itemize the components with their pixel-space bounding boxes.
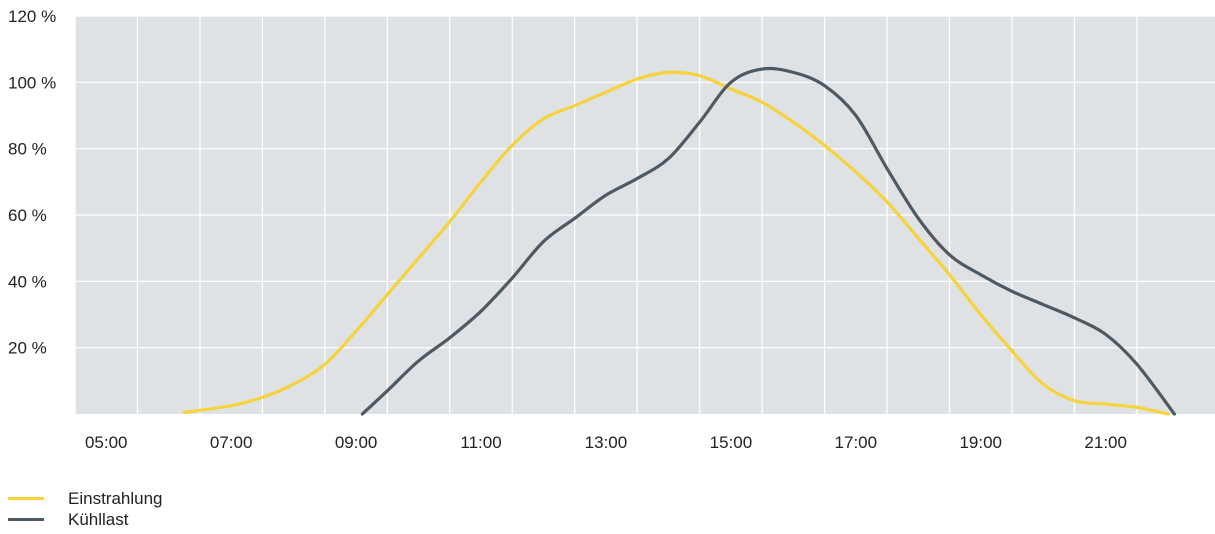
legend: Einstrahlung Kühllast: [8, 488, 163, 530]
grid-lines: [74, 15, 1215, 414]
legend-item-kuehllast: Kühllast: [8, 509, 163, 530]
legend-label-einstrahlung: Einstrahlung: [68, 488, 163, 508]
legend-swatch-einstrahlung: [8, 497, 44, 500]
x-tick-label: 11:00: [460, 433, 501, 452]
x-tick-label: 21:00: [1084, 433, 1127, 452]
series-line-0: [182, 70, 1170, 416]
legend-label-kuehllast: Kühllast: [68, 509, 129, 529]
y-tick-label: 60 %: [8, 206, 47, 225]
x-tick-label: 19:00: [959, 433, 1002, 452]
y-tick-label: 80 %: [8, 140, 47, 159]
x-tick-label: 07:00: [210, 433, 253, 452]
series-line-1: [360, 66, 1176, 416]
y-tick-label: 40 %: [8, 272, 47, 291]
x-tick-label: 13:00: [585, 433, 628, 452]
legend-item-einstrahlung: Einstrahlung: [8, 488, 163, 509]
series-layer: [182, 66, 1176, 416]
x-tick-label: 05:00: [85, 433, 128, 452]
y-axis-ticks: 20 % 40 % 60 % 80 % 100 % 120 %: [8, 7, 56, 358]
y-tick-label: 100 %: [8, 73, 56, 92]
x-tick-label: 15:00: [710, 433, 753, 452]
x-tick-label: 09:00: [335, 433, 378, 452]
legend-swatch-kuehllast: [8, 518, 44, 521]
y-tick-label: 20 %: [8, 339, 47, 358]
x-axis-ticks: 05:00 07:00 09:00 11:00 13:00 15:00 17:00 19:00…: [85, 433, 1127, 452]
y-tick-label: 120 %: [8, 7, 56, 26]
x-tick-label: 17:00: [835, 433, 878, 452]
